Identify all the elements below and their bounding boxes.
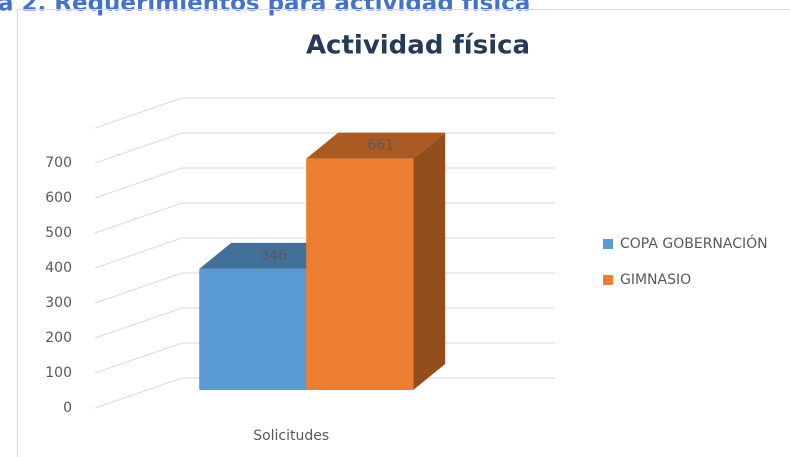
bar-top xyxy=(199,242,339,269)
legend-swatch xyxy=(603,239,613,249)
bar-front xyxy=(306,158,414,390)
bar-front xyxy=(199,268,307,390)
grid-line xyxy=(94,97,183,129)
grid-line xyxy=(94,167,183,199)
chart-title: Actividad física xyxy=(306,31,530,61)
grid-line xyxy=(94,132,183,164)
y-tick-label: 500 xyxy=(45,225,72,241)
grid-line xyxy=(94,377,183,409)
y-tick-label: 700 xyxy=(45,155,72,171)
grid-line xyxy=(94,237,183,269)
chart-frame xyxy=(17,9,790,457)
legend-label: GIMNASIO xyxy=(620,272,691,288)
grid-line xyxy=(94,202,183,234)
grid-line xyxy=(94,342,183,374)
bar-top xyxy=(306,132,446,159)
y-tick-label: 0 xyxy=(63,400,72,416)
y-tick-label: 400 xyxy=(45,260,72,276)
grid-line xyxy=(94,307,183,339)
bar xyxy=(306,132,446,390)
y-tick-label: 100 xyxy=(45,365,72,381)
y-tick-label: 300 xyxy=(45,295,72,311)
grid-line xyxy=(94,272,183,304)
y-tick-label: 600 xyxy=(45,190,72,206)
data-label: 661 xyxy=(367,138,394,154)
data-label: 346 xyxy=(260,248,287,264)
y-tick-label: 200 xyxy=(45,330,72,346)
x-tick-label: Solicitudes xyxy=(253,428,329,444)
header-text: a 2. Requerimientos para actividad físic… xyxy=(0,0,530,17)
legend-swatch xyxy=(603,275,613,285)
legend-label: COPA GOBERNACIÓN xyxy=(620,234,768,252)
bar-side xyxy=(413,132,446,390)
